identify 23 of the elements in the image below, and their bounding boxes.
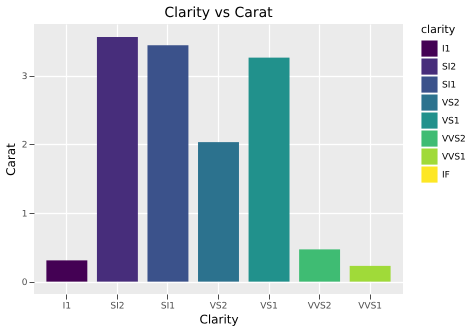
x-tick-label: I1 <box>62 302 72 312</box>
legend-label: VS2 <box>442 98 460 108</box>
y-tick-label: 1 <box>22 209 28 220</box>
x-tick-label: VS2 <box>210 302 228 312</box>
legend-label: VVS1 <box>442 152 466 162</box>
y-tick-label: 0 <box>22 278 28 288</box>
x-tick-label: VVS1 <box>358 302 382 312</box>
x-tick-label: VVS2 <box>308 302 332 312</box>
chart-title: Clarity vs Carat <box>164 5 274 21</box>
y-tick-label: 3 <box>22 72 28 82</box>
legend-label: VVS2 <box>442 134 466 144</box>
y-axis-title: Carat <box>4 142 18 176</box>
x-tick-label: SI2 <box>110 302 124 312</box>
legend-label: I1 <box>442 44 450 54</box>
y-tick-label: 2 <box>22 140 28 151</box>
x-tick-label: VS1 <box>260 302 278 312</box>
x-tick-label: SI1 <box>160 302 175 312</box>
legend-label: IF <box>442 170 450 180</box>
legend-label: VS1 <box>442 116 460 126</box>
x-axis-title: Clarity <box>199 312 239 326</box>
legend-label: SI2 <box>442 62 456 72</box>
legend-title: clarity <box>421 23 456 36</box>
legend-label: SI1 <box>442 80 456 90</box>
